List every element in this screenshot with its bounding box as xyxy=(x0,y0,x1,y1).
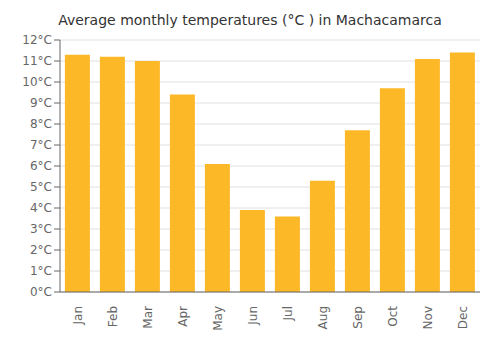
svg-text:4°C: 4°C xyxy=(30,201,52,215)
svg-text:12°C: 12°C xyxy=(22,33,52,47)
svg-text:2°C: 2°C xyxy=(30,243,52,257)
svg-text:6°C: 6°C xyxy=(30,159,52,173)
svg-text:Nov: Nov xyxy=(421,306,435,329)
svg-text:May: May xyxy=(211,306,225,331)
svg-text:11°C: 11°C xyxy=(22,54,52,68)
svg-text:Feb: Feb xyxy=(106,306,120,327)
svg-text:10°C: 10°C xyxy=(22,75,52,89)
html-text:Average monthly temperatures (: Average monthly temperatures (°C ) in Ma… xyxy=(58,12,442,28)
svg-text:3°C: 3°C xyxy=(30,222,52,236)
svg-text:Apr: Apr xyxy=(176,306,190,327)
svg-text:8°C: 8°C xyxy=(30,117,52,131)
svg-text:Dec: Dec xyxy=(456,306,470,329)
svg-text:Jul: Jul xyxy=(281,306,295,321)
svg-text:Mar: Mar xyxy=(141,306,155,329)
svg-text:1°C: 1°C xyxy=(30,264,52,278)
svg-text:0°C: 0°C xyxy=(30,285,52,299)
svg-text:Sep: Sep xyxy=(351,306,365,329)
svg-text:Jun: Jun xyxy=(246,306,260,326)
svg-text:Jan: Jan xyxy=(71,306,85,326)
svg-text:9°C: 9°C xyxy=(30,96,52,110)
svg-text:Oct: Oct xyxy=(386,306,400,327)
svg-text:7°C: 7°C xyxy=(30,138,52,152)
svg-text:5°C: 5°C xyxy=(30,180,52,194)
svg-text:Aug: Aug xyxy=(316,306,330,329)
